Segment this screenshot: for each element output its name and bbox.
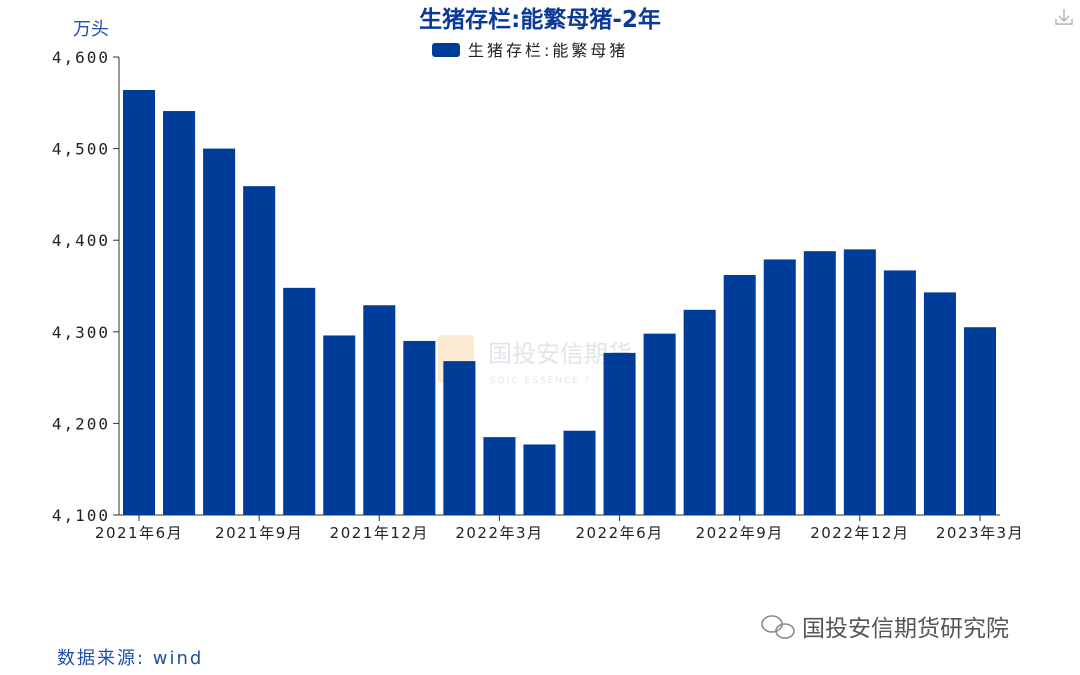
legend-swatch: [432, 43, 460, 57]
x-tick-label: 2021年9月: [215, 524, 303, 542]
y-axis-unit: 万头: [73, 19, 109, 40]
data-source: 数据来源: wind: [57, 648, 203, 669]
bar-2022-01: [403, 340, 436, 515]
y-tick-label: 4,600: [52, 48, 110, 67]
y-tick-label: 4,100: [52, 506, 110, 525]
x-tick-label: 2023年3月: [936, 524, 1024, 542]
bar-2022-04: [523, 444, 556, 515]
bar-2022-12: [843, 249, 876, 516]
bar-2021-08: [203, 148, 236, 515]
bar-2022-09: [723, 275, 756, 515]
watermark-sub: SDIC ESSENCE F: [490, 376, 592, 386]
y-tick-label: 4,300: [52, 323, 110, 342]
x-tick-label: 2022年3月: [455, 524, 543, 542]
legend: 生猪存栏:能繁母猪: [432, 41, 628, 60]
x-tick-label: 2022年6月: [575, 524, 663, 542]
bar-2022-06: [603, 352, 636, 515]
bar-2021-11: [323, 335, 356, 515]
bar-2023-02: [923, 292, 956, 515]
y-tick-label: 4,400: [52, 231, 110, 250]
x-tick-label: 2022年9月: [696, 524, 784, 542]
bar-2022-02: [443, 361, 476, 515]
wechat-icon: [761, 615, 795, 639]
y-tick-label: 4,500: [52, 140, 110, 159]
y-tick-label: 4,200: [52, 414, 110, 433]
bar-2022-03: [483, 437, 516, 515]
x-tick-label: 2021年6月: [95, 524, 183, 542]
bar-2022-11: [803, 251, 836, 515]
x-tick-label: 2021年12月: [330, 524, 429, 542]
bar-2022-05: [563, 430, 596, 515]
bar-2021-06: [123, 89, 156, 515]
y-ticks: 4,100 4,200 4,300 4,400 4,500 4,600: [52, 48, 119, 525]
legend-label: 生猪存栏:能繁母猪: [468, 41, 628, 60]
bar-2021-10: [283, 287, 316, 515]
bar-2023-03: [963, 327, 996, 515]
bar-2022-07: [643, 333, 676, 515]
brand-name: 国投安信期货研究院: [802, 616, 1009, 642]
bar-2021-09: [243, 186, 276, 515]
x-ticks: 2021年6月 2021年9月 2021年12月 2022年3月 2022年6月 2022…: [95, 515, 1024, 542]
bar-2021-07: [163, 111, 196, 515]
bar-2022-08: [683, 309, 716, 515]
bar-2022-10: [763, 259, 796, 515]
x-tick-label: 2022年12月: [810, 524, 909, 542]
download-icon[interactable]: [1055, 9, 1073, 25]
bar-2021-12: [363, 305, 396, 515]
chart-title: 生猪存栏:能繁母猪-2年: [419, 6, 661, 33]
bars: [123, 89, 996, 516]
bar-2023-01: [883, 270, 916, 515]
